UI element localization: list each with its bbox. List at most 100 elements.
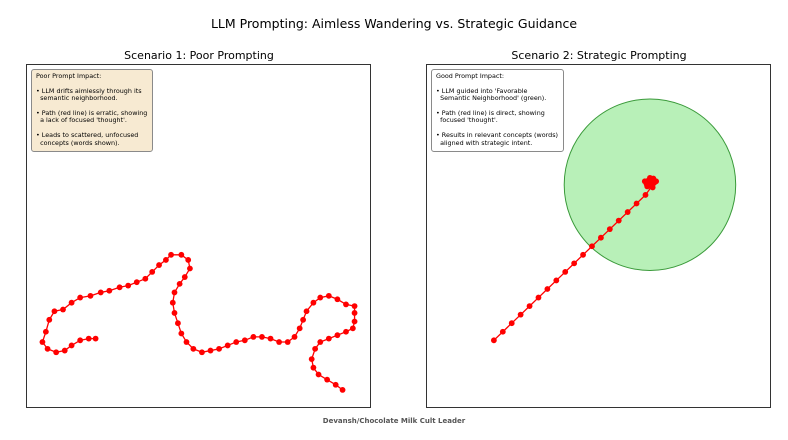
- path-point: [351, 310, 358, 316]
- path-point: [168, 251, 174, 258]
- path-point: [276, 339, 283, 345]
- path-point: [175, 320, 181, 327]
- path-point: [562, 269, 569, 275]
- info-bullet: • Results in relevant concepts (words) a…: [436, 130, 559, 147]
- path-point: [171, 289, 178, 296]
- figure-footer: Devansh/Chocolate Milk Cult Leader: [322, 417, 466, 425]
- path-point: [224, 342, 231, 349]
- path-point: [589, 243, 595, 250]
- path-point: [644, 183, 651, 190]
- path-point: [53, 349, 60, 356]
- info-heading: Poor Prompt Impact:: [36, 72, 102, 80]
- path-point: [296, 325, 303, 332]
- path-point: [544, 286, 551, 292]
- path-point: [303, 308, 310, 315]
- path-point: [324, 376, 331, 383]
- path-point: [142, 275, 149, 282]
- path-point: [68, 342, 75, 349]
- path-point: [77, 337, 84, 344]
- path-point: [310, 364, 317, 371]
- info-bullet: • LLM drifts aimlessly through its seman…: [36, 86, 142, 103]
- good-prompt-info-box: Good Prompt Impact: • LLM guided into 'F…: [431, 69, 565, 153]
- path-point: [351, 318, 358, 325]
- path-point: [291, 333, 298, 340]
- path-point: [553, 277, 560, 284]
- path-point: [42, 328, 49, 335]
- right-plot-area: Good Prompt Impact: • LLM guided into 'F…: [426, 64, 771, 408]
- path-point: [499, 328, 506, 335]
- path-point: [77, 294, 84, 301]
- path-point: [535, 294, 542, 301]
- path-point: [508, 320, 515, 327]
- path-point: [87, 292, 94, 299]
- path-point: [178, 251, 185, 258]
- path-point: [606, 226, 613, 233]
- path-point: [183, 339, 190, 345]
- path-point: [526, 303, 533, 310]
- path-point: [325, 335, 332, 342]
- path-point: [187, 265, 193, 272]
- path-point: [241, 337, 248, 344]
- path-point: [339, 387, 346, 393]
- info-bullet: • LLM guided into 'Favorable Semantic Ne…: [436, 86, 547, 103]
- path-point: [106, 287, 113, 294]
- path-point: [325, 292, 332, 299]
- path-point: [317, 294, 324, 301]
- path-point: [176, 280, 183, 287]
- path-point: [332, 381, 339, 388]
- path-point: [92, 335, 99, 342]
- figure-title: LLM Prompting: Aimless Wandering vs. Str…: [210, 16, 578, 31]
- path-point: [85, 335, 92, 342]
- left-plot-area: Poor Prompt Impact: • LLM drifts aimless…: [26, 64, 371, 408]
- path-point: [216, 345, 222, 352]
- path-point: [648, 177, 655, 184]
- path-point: [207, 347, 214, 354]
- path-point: [259, 333, 265, 340]
- path-point: [615, 217, 622, 224]
- poor-prompt-info-box: Poor Prompt Impact: • LLM drifts aimless…: [31, 69, 154, 153]
- path-point: [39, 339, 46, 345]
- info-bullet: • Path (red line) is erratic, showing a …: [36, 108, 148, 125]
- info-heading: Good Prompt Impact:: [436, 72, 505, 80]
- path-point: [334, 332, 341, 339]
- path-point: [190, 345, 197, 352]
- path-point: [171, 310, 178, 316]
- left-panel-title: Scenario 1: Poor Prompting: [124, 49, 274, 62]
- path-point: [163, 257, 169, 263]
- info-bullet: • Path (red line) is direct, showing foc…: [436, 108, 545, 125]
- thought-path-line: [41, 254, 356, 391]
- path-point: [580, 251, 586, 258]
- path-point: [349, 325, 356, 332]
- path-point: [310, 299, 317, 306]
- path-point: [185, 257, 192, 263]
- path-point: [624, 209, 631, 215]
- info-bullet: • Leads to scattered, unfocused concepts…: [36, 130, 139, 147]
- path-point: [490, 337, 497, 344]
- path-point: [571, 260, 578, 267]
- path-point: [315, 371, 322, 378]
- path-point: [653, 178, 660, 185]
- path-point: [44, 345, 51, 352]
- path-point: [116, 284, 123, 291]
- path-point: [169, 299, 176, 306]
- path-point: [343, 301, 349, 308]
- path-point: [633, 200, 640, 207]
- path-point: [343, 328, 349, 335]
- path-point: [199, 349, 205, 356]
- right-panel-title: Scenario 2: Strategic Prompting: [511, 49, 687, 62]
- path-point: [642, 192, 649, 198]
- path-point: [284, 339, 291, 345]
- right-plot-svg: [490, 98, 737, 344]
- path-point: [178, 330, 185, 337]
- path-point: [517, 311, 524, 318]
- path-point: [641, 178, 648, 185]
- path-point: [351, 303, 358, 310]
- path-point: [308, 356, 315, 363]
- path-point: [181, 274, 188, 280]
- path-point: [300, 316, 307, 323]
- path-point: [233, 339, 240, 345]
- path-point: [267, 335, 274, 342]
- path-point: [250, 333, 257, 340]
- path-point: [125, 282, 132, 289]
- path-point: [312, 345, 319, 352]
